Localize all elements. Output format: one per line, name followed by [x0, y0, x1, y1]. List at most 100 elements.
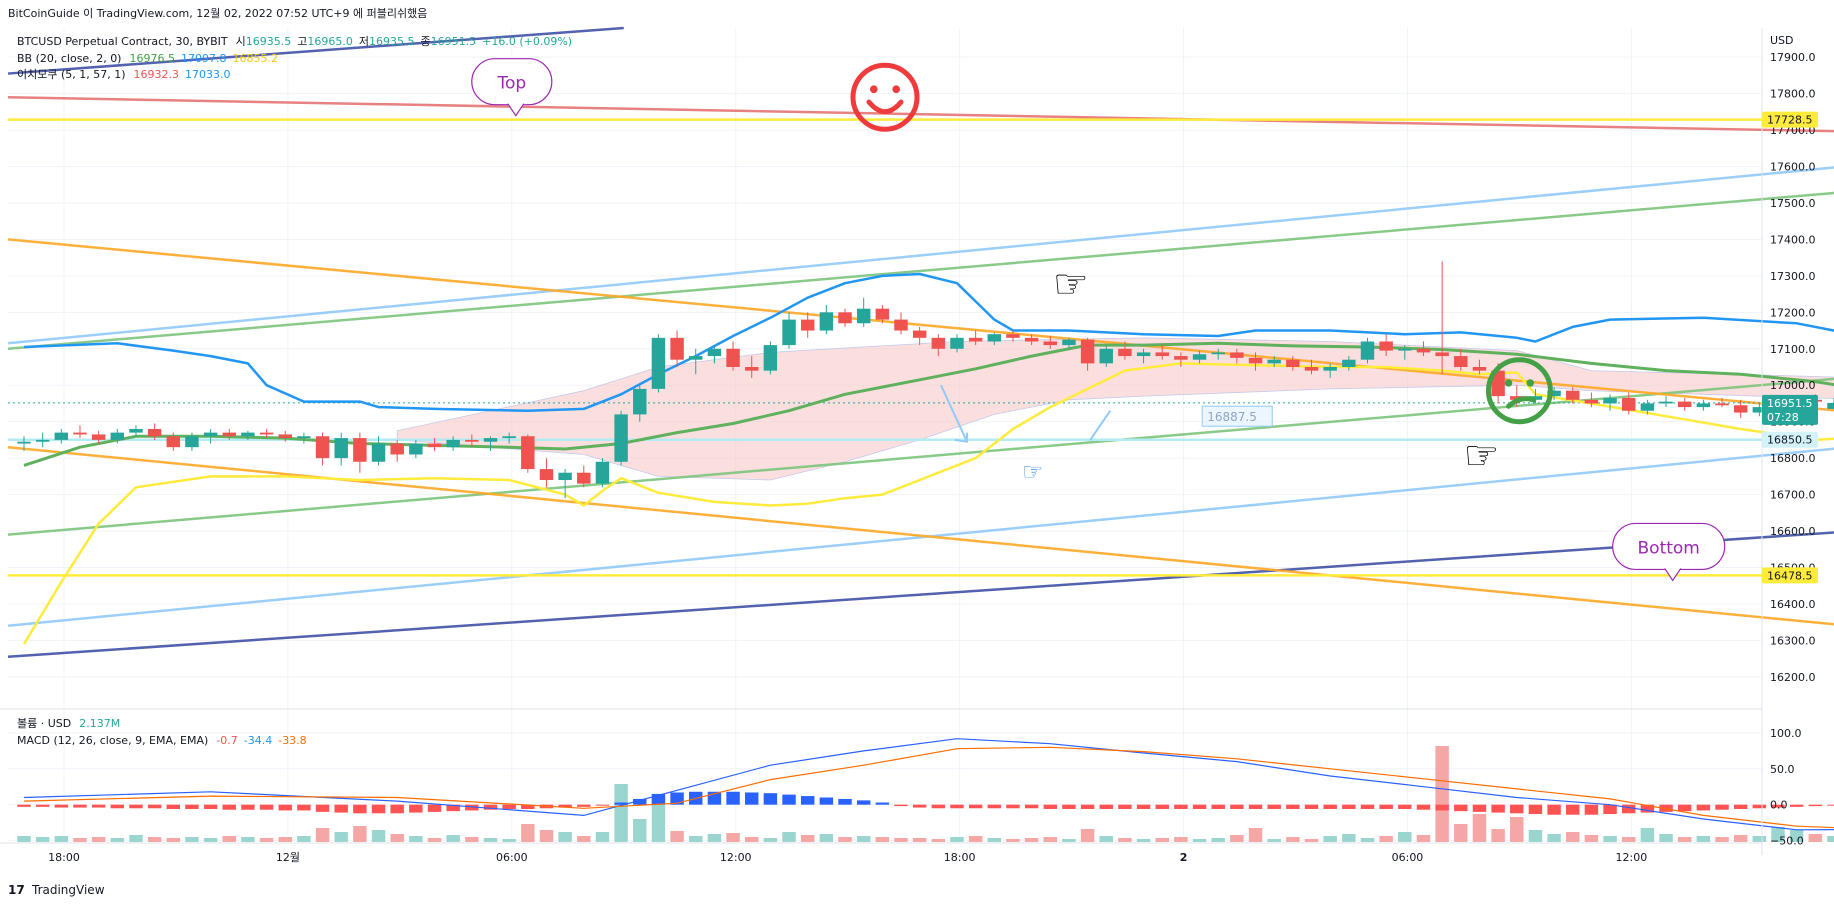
candle-body [987, 334, 1002, 342]
macd-histogram-bar [1435, 804, 1449, 811]
volume-bar [427, 838, 442, 842]
volume-value: 2.137M [79, 717, 120, 730]
macd-histogram-bar [1024, 804, 1039, 809]
macd-histogram-bar [577, 804, 591, 807]
volume-bar [465, 837, 479, 842]
candle-body [1360, 341, 1375, 360]
candle-body [968, 337, 983, 342]
bb-upper-value: 17097.8 [181, 52, 227, 65]
macd-axis[interactable]: 100.0 50.0 0.0 −50.0 [1770, 727, 1804, 848]
price-tick-label: 16300.0 [1770, 634, 1816, 647]
trend-line [7, 447, 1834, 628]
candle-body [1174, 356, 1188, 360]
legend-macd-row[interactable]: MACD (12, 26, close, 9, EMA, EMA) -0.7 -34… [17, 734, 307, 747]
volume-bar [1118, 838, 1132, 842]
volume-bar [1472, 814, 1487, 842]
volume-bar [1789, 830, 1804, 842]
macd-histogram-bar [1006, 804, 1020, 809]
arrow-head [954, 432, 968, 443]
legend-volume-row[interactable]: 볼륨 · USD 2.137M [17, 717, 120, 730]
volume-bar [1622, 837, 1636, 842]
volume-bar [17, 836, 31, 842]
volume-bar [353, 826, 367, 842]
macd-histogram-bar [1603, 804, 1617, 815]
candle-body [203, 432, 218, 437]
macd-tick-label: −50.0 [1770, 835, 1804, 848]
symbol-name: BTCUSD Perpetual Contract, 30, BYBIT [17, 35, 228, 48]
candle-body [1752, 407, 1767, 413]
candle-body [502, 436, 516, 439]
macd-histogram-bar [595, 804, 610, 806]
pointing-hand-icon: ☞ [1463, 433, 1499, 479]
candle-body [763, 345, 778, 371]
macd-histogram-bar [763, 793, 778, 805]
volume-bar [1248, 828, 1263, 842]
ohlc-close-label: 종 [421, 35, 431, 48]
volume-bar [614, 784, 628, 842]
tradingview-logo[interactable]: 𝟭𝟳 TradingView [8, 883, 105, 897]
bb-basis-value: 16976.5 [129, 52, 175, 65]
candle-body [707, 348, 722, 357]
macd-label: MACD (12, 26, close, 9, EMA, EMA) [17, 734, 208, 747]
volume-bar [1752, 836, 1767, 842]
macd-histogram-bar [1230, 804, 1244, 809]
volume-bar [129, 835, 143, 842]
candle-body [17, 441, 31, 444]
volume-bar [1827, 836, 1834, 842]
legend-bb-row[interactable]: BB (20, close, 2, 0) 16976.5 17097.8 16855.… [17, 52, 278, 65]
macd-histogram-bar [856, 800, 871, 805]
candle-body [1454, 356, 1468, 367]
macd-histogram-bar [1771, 804, 1785, 808]
time-axis[interactable]: 18:0012월06:0012:0018:00206:0012:0018:003… [48, 851, 1834, 864]
bb-lower-value: 16855.2 [232, 52, 278, 65]
candle-body [334, 438, 348, 459]
volume-bar [1267, 839, 1281, 842]
volume-bar [651, 798, 666, 842]
ohlc-low-value: 16935.5 [369, 35, 415, 48]
volume-bar [1491, 829, 1505, 842]
volume-bar [1510, 817, 1524, 842]
macd-histogram-bar [670, 792, 684, 805]
candle-body [1043, 341, 1057, 346]
candle-body [353, 438, 367, 462]
macd-histogram-bar [446, 804, 460, 812]
face-mouth [1506, 396, 1536, 409]
volume-bar [222, 836, 236, 842]
arrow-line [1089, 410, 1112, 441]
legend-ichimoku-row[interactable]: 이치모쿠 (5, 1, 57, 1) 16932.3 17033.0 [17, 68, 231, 81]
candle-body [1472, 367, 1487, 371]
volume-bar [1006, 839, 1020, 842]
candle-body [856, 308, 871, 324]
macd-histogram-bar [1155, 804, 1169, 809]
volume-bar [800, 835, 815, 842]
macd-histogram-bar [129, 804, 143, 809]
volume-bar [763, 838, 778, 842]
volume-bar [838, 837, 852, 842]
legend-symbol-row[interactable]: BTCUSD Perpetual Contract, 30, BYBIT 시169… [17, 35, 572, 48]
volume-bar [1733, 835, 1748, 842]
macd-histogram-bar [259, 804, 274, 810]
candle-body [539, 469, 554, 480]
volume-bar [745, 837, 759, 842]
volume-bar [819, 834, 834, 842]
candle-body [278, 434, 292, 439]
macd-histogram-bar [1211, 804, 1225, 809]
macd-histogram-bar [1584, 804, 1599, 815]
tv-mark-icon: 𝟭𝟳 [8, 883, 25, 897]
candle-body [726, 348, 740, 367]
ohlc-high-label: 고 [297, 35, 307, 48]
trend-line [7, 238, 1834, 412]
candle-body [1248, 357, 1263, 364]
price-axis[interactable]: 17900.017800.017700.017600.017500.017400… [1770, 34, 1816, 684]
macd-histogram-bar [465, 804, 479, 811]
candle-body [1286, 359, 1300, 367]
volume-bar [110, 838, 125, 842]
candle-body [54, 432, 69, 440]
candle-body [689, 356, 703, 360]
volume-bar [1584, 835, 1599, 842]
candle-body [1584, 399, 1599, 404]
volume-bar [297, 836, 311, 842]
face-eye [892, 85, 901, 94]
candle-body [1304, 367, 1319, 371]
